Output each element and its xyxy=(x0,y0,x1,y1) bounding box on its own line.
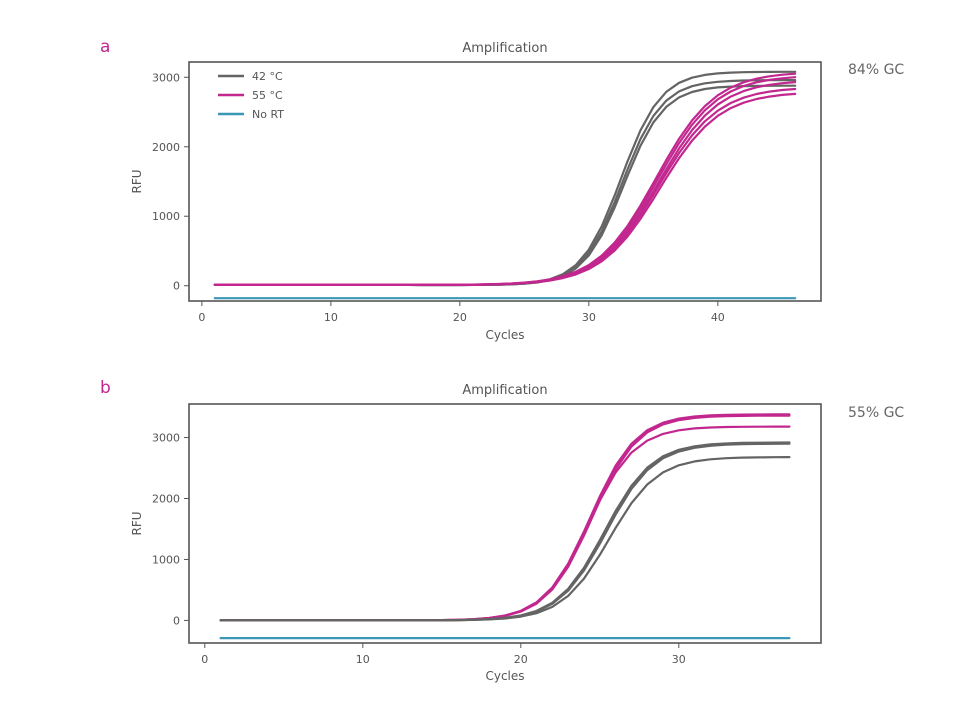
y-tick-label: 3000 xyxy=(152,432,180,445)
y-tick-label: 1000 xyxy=(152,210,180,223)
amplification-chart-a: Amplification 0 10 20 30 40 0 1000 2000 3000 Cycle… xyxy=(130,41,822,342)
panel-b-gc-label: 55% GC xyxy=(848,405,904,421)
y-tick-label: 2000 xyxy=(152,141,180,154)
x-tick-label: 40 xyxy=(711,311,725,324)
y-tick-label: 3000 xyxy=(152,71,180,84)
x-tick-label: 10 xyxy=(356,653,370,666)
y-axis-label: RFU xyxy=(130,169,144,193)
series-line-42c xyxy=(219,442,791,622)
y-tick-label: 2000 xyxy=(152,493,180,506)
x-axis-label: Cycles xyxy=(485,328,524,342)
x-tick-label: 0 xyxy=(201,653,208,666)
x-tick-label: 20 xyxy=(514,653,528,666)
series-line-55c xyxy=(219,425,791,622)
y-tick-label: 1000 xyxy=(152,553,180,566)
legend-label: 55 °C xyxy=(252,89,283,102)
panel-b-letter: b xyxy=(100,378,111,398)
x-tick-label: 10 xyxy=(324,311,338,324)
series-line-55c xyxy=(213,87,797,286)
y-axis-label: RFU xyxy=(130,511,144,535)
amplification-chart-b: Amplification 0 10 20 30 0 1000 2000 3000 Cycles R… xyxy=(130,383,822,683)
series-line-42c xyxy=(219,456,791,622)
chart-title: Amplification xyxy=(462,41,547,56)
x-axis-label: Cycles xyxy=(485,669,524,683)
series-line-42c xyxy=(219,441,791,622)
x-tick-label: 0 xyxy=(198,311,205,324)
series-line-55c xyxy=(213,72,797,286)
legend-label: 42 °C xyxy=(252,70,283,83)
series-line-42c xyxy=(213,84,797,287)
x-tick-label: 20 xyxy=(453,311,467,324)
y-tick-label: 0 xyxy=(173,614,180,627)
x-tick-label: 30 xyxy=(672,653,686,666)
series-line-55c xyxy=(213,92,797,286)
series-line-55c xyxy=(213,80,797,286)
x-tick-label: 30 xyxy=(582,311,596,324)
series-line-55c xyxy=(213,76,797,286)
panel-a-letter: a xyxy=(100,37,110,57)
panel-a-gc-label: 84% GC xyxy=(848,62,904,78)
chart-title: Amplification xyxy=(462,383,547,398)
legend-label: No RT xyxy=(252,108,284,121)
plot-frame xyxy=(188,403,822,644)
y-tick-label: 0 xyxy=(173,280,180,293)
plot-frame xyxy=(188,61,822,302)
series-line-42c xyxy=(213,78,797,287)
